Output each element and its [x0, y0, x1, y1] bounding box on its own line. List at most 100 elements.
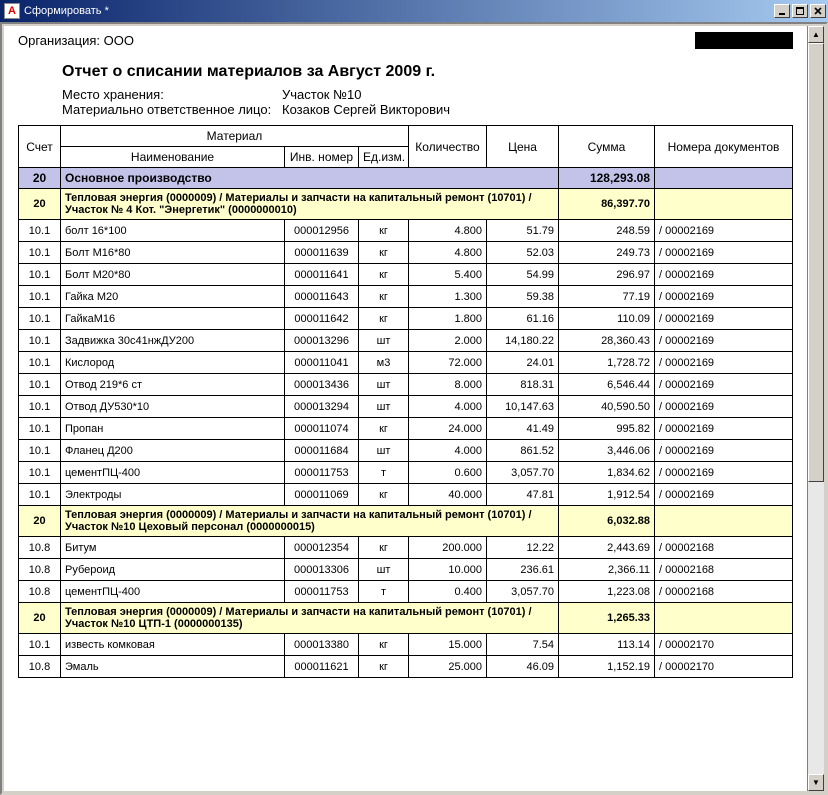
- cell-docs: / 00002169: [655, 440, 793, 462]
- cell-docs: / 00002169: [655, 396, 793, 418]
- cell-account: 10.1: [19, 462, 61, 484]
- minimize-icon: [778, 7, 786, 15]
- group-title: Тепловая энергия (0000009) / Материалы и…: [61, 189, 559, 220]
- table-row[interactable]: 10.1Отвод 219*6 ст000013436шт8.000818.31…: [19, 374, 793, 396]
- cell-price: 12.22: [487, 537, 559, 559]
- section-total: 128,293.08: [559, 168, 655, 189]
- window-titlebar: А Сформировать *: [0, 0, 828, 22]
- cell-inv: 000013436: [285, 374, 359, 396]
- section-total-row[interactable]: 20Основное производство128,293.08: [19, 168, 793, 189]
- table-row[interactable]: 10.1Фланец Д200000011684шт4.000861.523,4…: [19, 440, 793, 462]
- app-icon: А: [4, 3, 20, 19]
- scroll-down-button[interactable]: ▼: [808, 774, 824, 791]
- scroll-thumb[interactable]: [808, 43, 824, 482]
- group-header-row[interactable]: 20Тепловая энергия (0000009) / Материалы…: [19, 506, 793, 537]
- table-row[interactable]: 10.8цементПЦ-400000011753т0.4003,057.701…: [19, 581, 793, 603]
- cell-name: Эмаль: [61, 656, 285, 678]
- group-subtotal: 86,397.70: [559, 189, 655, 220]
- maximize-icon: [796, 7, 804, 15]
- cell-docs: / 00002169: [655, 330, 793, 352]
- cell-sum: 110.09: [559, 308, 655, 330]
- cell-inv: 000011642: [285, 308, 359, 330]
- table-row[interactable]: 10.1Отвод ДУ530*10000013294шт4.00010,147…: [19, 396, 793, 418]
- table-row[interactable]: 10.8Рубероид000013306шт10.000236.612,366…: [19, 559, 793, 581]
- col-docs: Номера документов: [655, 126, 793, 168]
- cell-qty: 40.000: [409, 484, 487, 506]
- cell-docs: / 00002168: [655, 537, 793, 559]
- cell-inv: 000012354: [285, 537, 359, 559]
- cell-sum: 1,152.19: [559, 656, 655, 678]
- cell-docs: / 00002169: [655, 264, 793, 286]
- cell-price: 46.09: [487, 656, 559, 678]
- close-button[interactable]: [810, 4, 826, 18]
- table-row[interactable]: 10.1Болт М16*80000011639кг4.80052.03249.…: [19, 242, 793, 264]
- table-row[interactable]: 10.1Пропан000011074кг24.00041.49995.82/ …: [19, 418, 793, 440]
- table-row[interactable]: 10.1цементПЦ-400000011753т0.6003,057.701…: [19, 462, 793, 484]
- cell-account: 10.1: [19, 374, 61, 396]
- report-title: Отчет о списании материалов за Август 20…: [62, 63, 793, 81]
- cell-qty: 4.000: [409, 396, 487, 418]
- table-row[interactable]: 10.1болт 16*100000012956кг4.80051.79248.…: [19, 220, 793, 242]
- cell-name: ГайкаМ16: [61, 308, 285, 330]
- cell-docs: / 00002169: [655, 484, 793, 506]
- cell-qty: 200.000: [409, 537, 487, 559]
- org-label: Организация:: [18, 33, 100, 48]
- cell-price: 51.79: [487, 220, 559, 242]
- table-row[interactable]: 10.1Гайка М20000011643кг1.30059.3877.19/…: [19, 286, 793, 308]
- maximize-button[interactable]: [792, 4, 808, 18]
- cell-account: 10.8: [19, 581, 61, 603]
- cell-unit: шт: [359, 330, 409, 352]
- cell-sum: 6,546.44: [559, 374, 655, 396]
- cell-name: Пропан: [61, 418, 285, 440]
- cell-unit: м3: [359, 352, 409, 374]
- cell-account: 10.1: [19, 264, 61, 286]
- cell-price: 54.99: [487, 264, 559, 286]
- cell-name: болт 16*100: [61, 220, 285, 242]
- storage-label: Место хранения:: [62, 87, 282, 102]
- group-header-row[interactable]: 20Тепловая энергия (0000009) / Материалы…: [19, 603, 793, 634]
- cell-docs: / 00002169: [655, 286, 793, 308]
- cell-unit: шт: [359, 396, 409, 418]
- cell-docs: / 00002169: [655, 352, 793, 374]
- cell-sum: 296.97: [559, 264, 655, 286]
- cell-sum: 40,590.50: [559, 396, 655, 418]
- cell-inv: 000011641: [285, 264, 359, 286]
- cell-qty: 4.000: [409, 440, 487, 462]
- group-account: 20: [19, 506, 61, 537]
- col-price: Цена: [487, 126, 559, 168]
- cell-qty: 0.400: [409, 581, 487, 603]
- table-row[interactable]: 10.1Болт М20*80000011641кг5.40054.99296.…: [19, 264, 793, 286]
- table-body: 20Основное производство128,293.0820Тепло…: [19, 168, 793, 678]
- cell-account: 10.1: [19, 286, 61, 308]
- storage-value: Участок №10: [282, 87, 362, 102]
- cell-inv: 000013380: [285, 634, 359, 656]
- cell-sum: 248.59: [559, 220, 655, 242]
- cell-unit: кг: [359, 242, 409, 264]
- cell-account: 10.8: [19, 656, 61, 678]
- cell-docs: / 00002169: [655, 220, 793, 242]
- table-row[interactable]: 10.1Задвижка 30с41нжДУ200000013296шт2.00…: [19, 330, 793, 352]
- cell-unit: кг: [359, 264, 409, 286]
- minimize-button[interactable]: [774, 4, 790, 18]
- table-row[interactable]: 10.8Эмаль000011621кг25.00046.091,152.19/…: [19, 656, 793, 678]
- table-row[interactable]: 10.1известь комковая000013380кг15.0007.5…: [19, 634, 793, 656]
- cell-unit: т: [359, 462, 409, 484]
- cell-unit: кг: [359, 537, 409, 559]
- scroll-track[interactable]: [808, 43, 824, 774]
- cell-unit: шт: [359, 559, 409, 581]
- table-row[interactable]: 10.8Битум000012354кг200.00012.222,443.69…: [19, 537, 793, 559]
- cell-price: 10,147.63: [487, 396, 559, 418]
- vertical-scrollbar[interactable]: ▲ ▼: [807, 26, 824, 791]
- table-row[interactable]: 10.1Электроды000011069кг40.00047.811,912…: [19, 484, 793, 506]
- cell-account: 10.1: [19, 634, 61, 656]
- table-row[interactable]: 10.1ГайкаМ16000011642кг1.80061.16110.09/…: [19, 308, 793, 330]
- report-header: Организация: ООО Отчет о списании матери…: [4, 26, 807, 125]
- group-header-row[interactable]: 20Тепловая энергия (0000009) / Материалы…: [19, 189, 793, 220]
- cell-account: 10.1: [19, 352, 61, 374]
- scroll-up-button[interactable]: ▲: [808, 26, 824, 43]
- group-docs: [655, 506, 793, 537]
- cell-price: 236.61: [487, 559, 559, 581]
- table-row[interactable]: 10.1Кислород000011041м372.00024.011,728.…: [19, 352, 793, 374]
- cell-price: 52.03: [487, 242, 559, 264]
- cell-unit: кг: [359, 418, 409, 440]
